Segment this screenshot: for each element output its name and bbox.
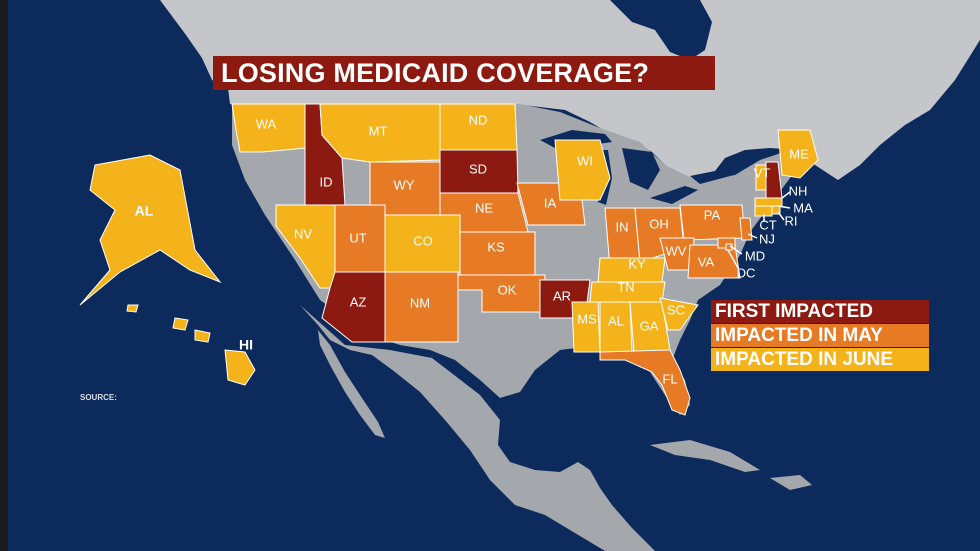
state-label-ky: KY <box>628 256 646 271</box>
left-frame-edge <box>0 0 8 551</box>
mexico-landmass <box>300 305 655 551</box>
states-layer <box>79 103 819 416</box>
state-label-az: AZ <box>350 294 367 309</box>
leader-line <box>727 249 739 269</box>
state-label-ct: CT <box>759 217 776 232</box>
state-label-oh: OH <box>649 216 669 231</box>
state-nj <box>739 217 753 241</box>
cuba <box>650 440 760 472</box>
legend: FIRST IMPACTED IMPACTED IN MAY IMPACTED … <box>711 300 929 372</box>
state-label-in: IN <box>616 219 629 234</box>
state-ct <box>754 205 773 217</box>
state-label-ms: MS <box>577 311 597 326</box>
baja-peninsula <box>318 330 385 438</box>
state-wi <box>554 139 611 201</box>
state-label-dc: DC <box>737 265 756 280</box>
greenland-tip <box>935 0 980 35</box>
state-label-ma: MA <box>793 200 813 215</box>
state-fl <box>599 349 691 416</box>
state-sc <box>659 297 699 331</box>
state-ak <box>79 154 222 306</box>
state-label-wv: WV <box>666 243 687 258</box>
state-label-nh: NH <box>789 183 808 198</box>
state-me <box>777 129 819 179</box>
state-label-ks: KS <box>487 239 505 254</box>
legend-item-may: IMPACTED IN MAY <box>711 324 929 347</box>
legend-item-june: IMPACTED IN JUNE <box>711 348 929 371</box>
labels-layer: WA ID MT ND SD WY NV UT CO NE KS IA AZ NM OK AR WI IN OH PA… <box>135 112 813 386</box>
state-hi <box>126 304 256 386</box>
leader-lines <box>727 191 791 269</box>
state-label-mt: MT <box>369 123 388 138</box>
state-label-ne: NE <box>475 200 493 215</box>
lake-ontario <box>690 170 730 184</box>
state-label-co: CO <box>413 233 433 248</box>
state-label-ut: UT <box>349 230 366 245</box>
map-title: LOSING MEDICAID COVERAGE? <box>213 56 715 90</box>
state-label-wi: WI <box>577 153 593 168</box>
state-label-nm: NM <box>410 295 430 310</box>
state-label-ia: IA <box>544 195 557 210</box>
state-label-ga: GA <box>640 318 659 333</box>
state-label-pa: PA <box>704 207 721 222</box>
state-label-ak: AL <box>135 203 154 219</box>
leader-line <box>747 233 758 239</box>
legend-item-first: FIRST IMPACTED <box>711 300 929 323</box>
state-label-ok: OK <box>498 282 517 297</box>
state-label-nd: ND <box>469 112 488 127</box>
state-ms <box>571 301 601 353</box>
lake-huron <box>622 148 660 190</box>
state-nm <box>384 271 459 343</box>
state-label-sd: SD <box>469 161 487 176</box>
leader-line <box>777 211 785 221</box>
state-ma <box>754 197 783 207</box>
leader-line <box>777 205 791 209</box>
state-label-wy: WY <box>394 177 415 192</box>
canada-landmass <box>160 0 980 180</box>
state-label-ar: AR <box>553 288 571 303</box>
state-label-hi: HI <box>239 337 253 353</box>
lake-erie <box>650 186 698 204</box>
leader-line <box>781 191 791 199</box>
state-label-vt: VT <box>754 165 771 180</box>
state-label-id: ID <box>320 174 333 189</box>
state-label-tn: TN <box>617 279 634 294</box>
hudson-bay <box>610 0 712 60</box>
state-label-wa: WA <box>256 116 277 131</box>
state-label-al: AL <box>608 313 624 328</box>
state-label-fl: FL <box>662 371 677 386</box>
hispaniola <box>770 475 812 490</box>
state-label-me: ME <box>789 146 809 161</box>
leader-line <box>729 245 743 255</box>
state-label-md: MD <box>745 248 765 263</box>
state-label-ri: RI <box>785 213 798 228</box>
state-label-nv: NV <box>294 226 312 241</box>
state-label-nj: NJ <box>759 231 775 246</box>
state-label-va: VA <box>698 254 715 269</box>
state-label-sc: SC <box>667 302 685 317</box>
source-label: SOURCE: <box>80 393 117 402</box>
